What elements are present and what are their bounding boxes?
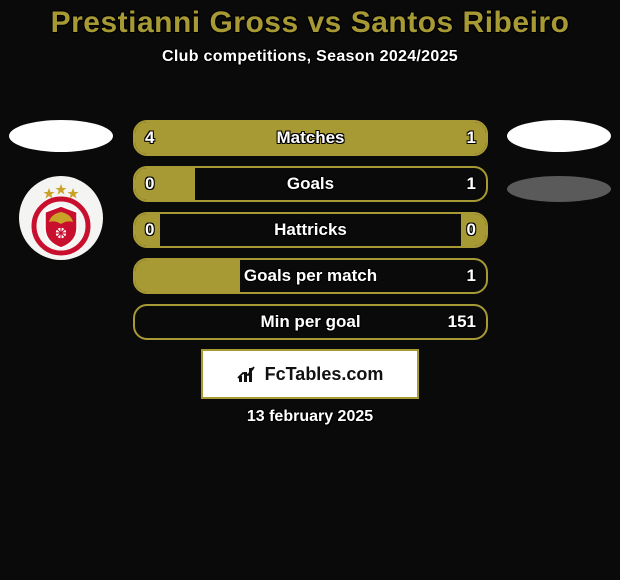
right-column xyxy=(504,120,614,226)
date-text: 13 february 2025 xyxy=(0,408,620,426)
stat-bar: Matches4 1 xyxy=(133,120,488,156)
comparison-card: Prestianni Gross vs Santos Ribeiro Club … xyxy=(0,0,620,580)
bar-value-right: 151 xyxy=(448,306,476,338)
bar-label: Goals xyxy=(135,168,486,200)
club-crest xyxy=(19,176,103,260)
bar-label: Hattricks xyxy=(135,214,486,246)
bar-value-left: 0 xyxy=(145,214,154,246)
page-title: Prestianni Gross vs Santos Ribeiro xyxy=(0,6,620,40)
stat-bar: Goals0 1 xyxy=(133,166,488,202)
stat-bars: Matches41Goals01Hattricks00Goals per mat… xyxy=(133,120,488,350)
stat-bar: Min per goal151 xyxy=(133,304,488,340)
chart-icon xyxy=(237,364,259,384)
bar-label: Matches xyxy=(135,122,486,154)
bar-value-right: 0 xyxy=(467,214,476,246)
subtitle: Club competitions, Season 2024/2025 xyxy=(0,48,620,66)
stat-bar: Goals per match1 xyxy=(133,258,488,294)
player2-name-pill xyxy=(507,120,611,152)
bar-value-right: 1 xyxy=(467,260,476,292)
bar-label: Min per goal xyxy=(135,306,486,338)
bar-value-right: 1 xyxy=(467,168,476,200)
attribution-text: FcTables.com xyxy=(265,364,384,385)
left-column xyxy=(6,120,116,260)
player2-club-pill xyxy=(507,176,611,202)
bar-value-left: 4 xyxy=(145,122,154,154)
stat-bar: Hattricks0 0 xyxy=(133,212,488,248)
bar-value-right: 1 xyxy=(467,122,476,154)
attribution-badge: FcTables.com xyxy=(201,349,419,399)
bar-label: Goals per match xyxy=(135,260,486,292)
player1-name-pill xyxy=(9,120,113,152)
bar-value-left: 0 xyxy=(145,168,154,200)
